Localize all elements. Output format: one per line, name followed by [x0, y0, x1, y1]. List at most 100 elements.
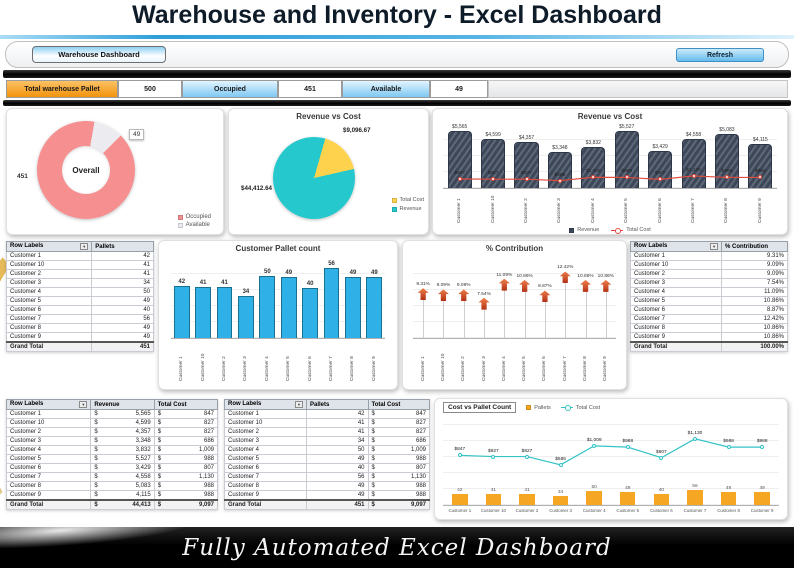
currency-sign: $: [371, 465, 375, 471]
currency-sign: $: [371, 483, 375, 489]
amount: 988: [415, 483, 426, 489]
line-marker: [724, 175, 729, 180]
currency-sign: $: [157, 474, 162, 480]
cost-vs-pallet-chart: 42 41 41 34 50 49 40 56 49 49 $847 $827 $827 $686 $1,0…: [435, 399, 787, 519]
line-marker: [758, 175, 763, 180]
marker-value-label: 10.86%: [577, 273, 594, 279]
bar-value-label: $5,083: [719, 126, 735, 133]
legend-item-total-cost: Total Cost: [560, 405, 600, 411]
revenue-bar: [481, 138, 506, 188]
filter-dropdown-icon[interactable]: ▼: [710, 243, 719, 250]
table-cell: $1,009: [367, 445, 430, 455]
chart-title: % Contribution: [485, 244, 544, 253]
table-cell: $5,083: [90, 481, 155, 491]
x-axis-label: Customer 3: [557, 198, 563, 223]
table-cell: Grand Total: [224, 499, 307, 510]
amount: 9,097: [410, 502, 426, 508]
pallet-bar: [620, 491, 636, 505]
table-cell: 56: [91, 314, 154, 324]
marker-column: 10.86%: [575, 263, 595, 338]
bar-value-label: 49: [371, 270, 378, 277]
x-axis-label: Customer 7: [329, 356, 335, 381]
amount: 827: [415, 429, 426, 435]
table-cell: Customer 9: [5, 490, 92, 501]
x-axis-label: Customer 7: [683, 508, 707, 513]
x-axis-label: Customer 1: [448, 508, 472, 513]
x-axis-label: Customer 10: [200, 353, 206, 381]
table-cell: Customer 2: [224, 427, 307, 437]
currency-sign: $: [94, 502, 98, 508]
amount: 807: [203, 465, 214, 471]
pallet-bar: [195, 287, 212, 338]
table-cell: Customer 4: [5, 445, 92, 455]
amount: 1,009: [410, 447, 426, 453]
pivot-table: Row Labels ▼ Pallets Total Cost Customer 1 42…: [224, 399, 430, 510]
table-cell: Customer 9: [5, 332, 93, 343]
total-cost-line-swatch: [611, 227, 624, 234]
bar-value-label: $3,348: [552, 145, 568, 152]
chart-header: Cost vs Pallet Count Pallets Total Cost: [443, 402, 600, 413]
table-cell: Customer 2: [629, 269, 723, 279]
amount: 847: [415, 411, 426, 417]
money-cell: $807: [372, 465, 427, 471]
line-value-label: $827: [488, 448, 499, 454]
currency-sign: $: [157, 456, 162, 462]
legend-label: Total Cost: [626, 227, 651, 233]
column-header-label: Row Labels: [634, 243, 668, 249]
pallet-bar: [687, 489, 703, 505]
marker-stem: [504, 289, 506, 338]
filter-dropdown-icon[interactable]: ▼: [79, 401, 88, 408]
footer-text: Fully Automated Excel Dashboard: [182, 534, 612, 561]
marker-value-label: 8.87%: [538, 284, 552, 290]
x-axis-label: Customer 6: [650, 508, 673, 513]
money-cell: $827: [158, 429, 214, 435]
table-row: Customer 4 50: [5, 287, 154, 297]
money-cell: $686: [158, 438, 214, 444]
marker-value-label: 9.09%: [456, 283, 471, 289]
table-row: Customer 5 $5,527 $988: [5, 454, 219, 464]
table-cell: $847: [367, 409, 430, 419]
table-cell: Customer 4: [5, 287, 93, 297]
filter-dropdown-icon[interactable]: ▼: [295, 401, 303, 408]
table-cell: 40: [306, 463, 369, 473]
table-row: Customer 10 9.09%: [629, 260, 788, 270]
filter-dropdown-icon[interactable]: ▼: [80, 243, 89, 250]
x-axis-label: Customer 3: [549, 508, 572, 513]
line-marker: [624, 175, 629, 180]
table-row: Customer 10 $4,599 $827: [5, 418, 219, 428]
x-axis-labels: Customer 1 Customer 10 Customer 2 Customer …: [171, 340, 385, 381]
table-cell: Customer 6: [224, 463, 307, 473]
line-value-label: $1,009: [585, 169, 601, 175]
marker-stem: [605, 290, 607, 338]
table-cell: 42: [306, 409, 369, 419]
line-marker: [591, 175, 596, 180]
marker-column: 11.09%: [494, 263, 514, 338]
column-header-label: Row Labels: [10, 401, 44, 407]
table-cell: $9,097: [367, 499, 430, 510]
table-cell: Customer 1: [224, 409, 307, 419]
table-row: Customer 8 10.86%: [629, 323, 788, 333]
pallet-value-label: 49: [625, 485, 631, 491]
table-cell: Customer 10: [5, 260, 93, 270]
bar-column: $4,357: [510, 124, 543, 188]
kpi-available-label: Available: [342, 80, 430, 98]
line-value-label: $807: [656, 449, 667, 455]
contribution-marker: [580, 279, 592, 292]
pallet-value-label: 34: [557, 489, 564, 495]
table-cell: 49: [306, 490, 369, 501]
total-cost-swatch: [391, 197, 397, 203]
table-row: Customer 6 40 $807: [224, 463, 430, 473]
table-cell: $4,558: [90, 472, 155, 482]
column-header: Row Labels ▼: [5, 241, 93, 252]
marker-value-label: 9.09%: [436, 283, 451, 289]
table-cell: 8.87%: [721, 305, 788, 315]
line-marker: [693, 436, 697, 441]
pallet-bar: [259, 275, 276, 338]
amount: 847: [203, 411, 214, 417]
table-cell: Grand Total: [5, 499, 92, 510]
x-axis-label: Customer 9: [757, 198, 763, 223]
currency-sign: $: [94, 492, 98, 498]
warehouse-dashboard-button[interactable]: Warehouse Dashboard: [32, 46, 166, 63]
x-axis-label: Customer 3: [243, 356, 249, 381]
refresh-button[interactable]: Refresh: [676, 48, 764, 62]
